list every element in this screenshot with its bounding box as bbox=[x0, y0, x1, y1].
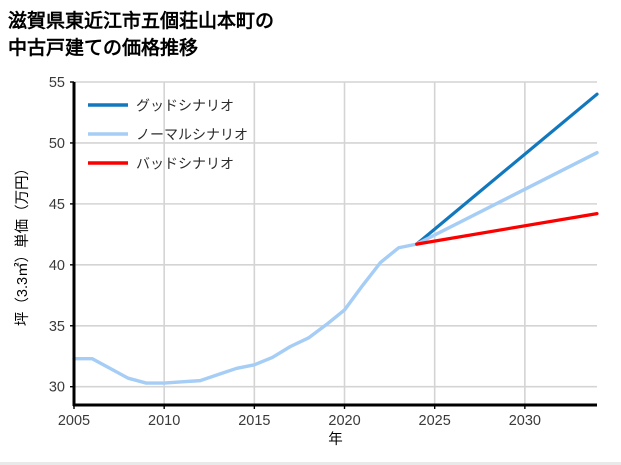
x-axis-title: 年 bbox=[328, 431, 343, 448]
y-tick-label: 45 bbox=[49, 197, 65, 213]
y-tick-label: 30 bbox=[49, 380, 65, 396]
x-tick-label: 2010 bbox=[148, 413, 180, 429]
x-tick-label: 2025 bbox=[419, 413, 451, 429]
series-layer bbox=[72, 92, 599, 385]
tick-labels: 30 35 40 45 50 55 2005 2010 2015 2020 2025 2030 bbox=[49, 75, 541, 429]
legend-label-1: グッドシナリオ bbox=[136, 98, 234, 114]
y-axis-title: 坪（3.3㎡）単価（万円） bbox=[14, 161, 31, 326]
x-tick-label: 2015 bbox=[238, 413, 270, 429]
legend-label-2: ノーマルシナリオ bbox=[136, 127, 248, 143]
y-tick-label: 55 bbox=[49, 75, 65, 91]
axis-titles: 年 坪（3.3㎡）単価（万円） bbox=[14, 161, 343, 448]
x-tick-label: 2005 bbox=[58, 413, 90, 429]
x-tick-label: 2020 bbox=[328, 413, 360, 429]
x-tick-label: 2030 bbox=[509, 413, 541, 429]
page-title: 滋賀県東近江市五個荘山本町の 中古戸建ての価格推移 bbox=[8, 11, 275, 59]
legend-label-3: バッドシナリオ bbox=[136, 156, 234, 172]
series-line-3 bbox=[415, 212, 599, 246]
series-line-2 bbox=[72, 150, 599, 385]
y-tick-label: 40 bbox=[49, 258, 65, 274]
y-tick-label: 35 bbox=[49, 319, 65, 335]
axes-layer bbox=[72, 82, 597, 407]
series-line-1 bbox=[415, 92, 599, 246]
y-tick-label: 50 bbox=[49, 136, 65, 152]
